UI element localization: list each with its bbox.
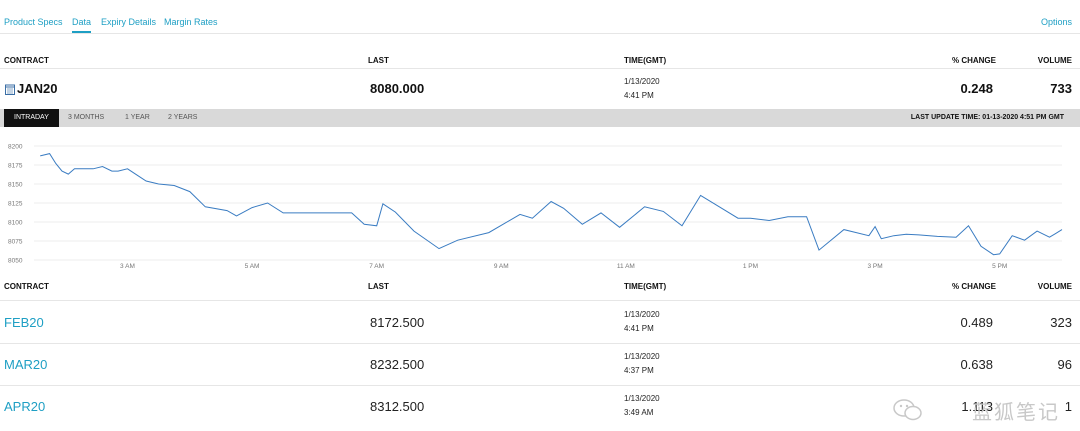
col-header-contract: CONTRACT: [4, 56, 49, 65]
y-tick-label: 8175: [8, 163, 23, 170]
last-price: 8312.500: [370, 399, 425, 414]
tab-margin-rates[interactable]: Margin Rates: [164, 17, 218, 27]
percent-change: 0.638: [960, 357, 993, 372]
contract-link[interactable]: APR20: [4, 399, 46, 414]
x-tick-label: 7 AM: [369, 263, 384, 270]
featured-change: 0.248: [960, 81, 993, 96]
x-tick-label: 9 AM: [494, 263, 509, 270]
divider: [0, 343, 1080, 344]
x-tick-label: 3 AM: [120, 263, 135, 270]
percent-change: 0.489: [960, 315, 993, 330]
price-series-line: [40, 153, 1063, 256]
x-tick-label: 5 PM: [992, 263, 1007, 270]
col-header-volume: VOLUME: [1037, 56, 1072, 65]
range-intraday[interactable]: INTRADAY: [4, 109, 59, 127]
percent-change: 1.113: [961, 399, 993, 414]
trade-time: 3:49 AM: [624, 408, 654, 417]
y-tick-label: 8075: [8, 239, 23, 246]
tab-data[interactable]: Data: [72, 17, 92, 33]
contract-link[interactable]: MAR20: [4, 357, 48, 372]
trade-date: 1/13/2020: [624, 310, 660, 319]
col-header-time: TIME(GMT): [624, 282, 667, 291]
col-header-volume: VOLUME: [1037, 282, 1072, 291]
volume: 1: [1064, 399, 1072, 414]
featured-last-price: 8080.000: [370, 81, 425, 96]
x-tick-label: 1 PM: [743, 263, 758, 270]
range-3-months[interactable]: 3 MONTHS: [68, 114, 105, 121]
volume: 323: [1050, 315, 1072, 330]
y-tick-label: 8100: [8, 220, 23, 227]
last-price: 8172.500: [370, 315, 425, 330]
calendar-icon[interactable]: [5, 82, 15, 95]
x-tick-label: 3 PM: [868, 263, 883, 270]
featured-contract-name[interactable]: JAN20: [17, 81, 58, 96]
divider: [0, 300, 1080, 301]
tab-options[interactable]: Options: [1040, 17, 1072, 27]
featured-date: 1/13/2020: [624, 77, 660, 86]
divider: [0, 385, 1080, 386]
last-update-time: LAST UPDATE TIME: 01-13-2020 4:51 PM GMT: [910, 114, 1064, 121]
x-tick-label: 5 AM: [245, 263, 260, 270]
trade-time: 4:41 PM: [624, 324, 654, 333]
col-header-time: TIME(GMT): [624, 56, 667, 65]
col-header-change: % CHANGE: [951, 282, 996, 291]
divider: [0, 68, 1080, 69]
time-range-bar: INTRADAY 3 MONTHS 1 YEAR 2 YEARS LAST UP…: [0, 109, 1080, 127]
wechat-icon: [893, 399, 922, 421]
trade-date: 1/13/2020: [624, 394, 660, 403]
product-tabs: Product Specs Data Expiry Details Margin…: [0, 0, 1080, 34]
featured-volume: 733: [1050, 81, 1072, 96]
range-1-year[interactable]: 1 YEAR: [125, 114, 150, 121]
watermark-text: 蓝狐笔记: [972, 402, 1060, 424]
tab-product-specs[interactable]: Product Specs: [4, 17, 63, 27]
col-header-last: LAST: [368, 282, 389, 291]
col-header-last: LAST: [368, 56, 389, 65]
last-price: 8232.500: [370, 357, 425, 372]
intraday-price-chart[interactable]: 8200 8175 8150 8125 8100 8075 8050 3 AM 5 AM 7 A…: [0, 130, 1080, 272]
trade-time: 4:37 PM: [624, 366, 654, 375]
y-tick-label: 8050: [8, 258, 23, 265]
col-header-change: % CHANGE: [951, 56, 996, 65]
contract-link[interactable]: FEB20: [4, 315, 44, 330]
volume: 96: [1057, 357, 1072, 372]
y-tick-label: 8150: [8, 182, 23, 189]
featured-time: 4:41 PM: [624, 91, 654, 100]
y-tick-label: 8125: [8, 201, 23, 208]
col-header-contract: CONTRACT: [4, 282, 49, 291]
x-tick-label: 11 AM: [617, 263, 635, 270]
tab-expiry-details[interactable]: Expiry Details: [101, 17, 157, 27]
trade-date: 1/13/2020: [624, 352, 660, 361]
range-2-years[interactable]: 2 YEARS: [168, 114, 198, 121]
y-tick-label: 8200: [8, 144, 23, 151]
